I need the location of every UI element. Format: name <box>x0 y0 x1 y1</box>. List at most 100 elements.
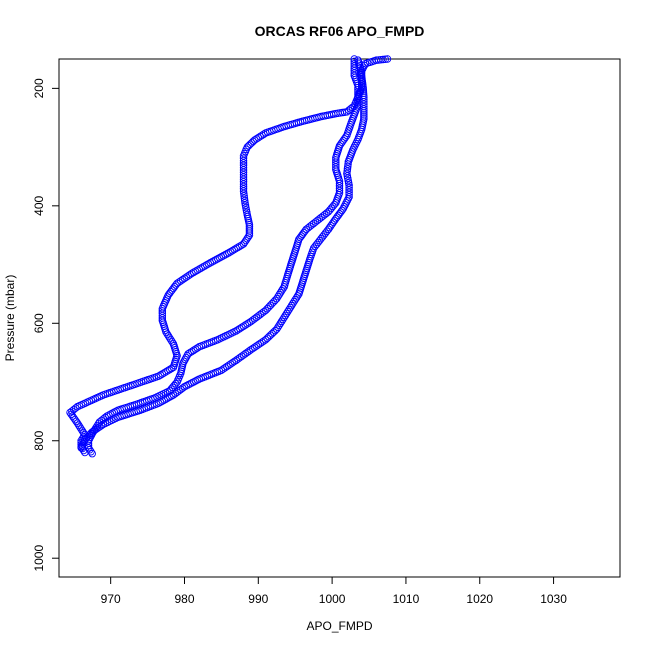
data-point <box>158 397 167 405</box>
data-point <box>178 384 187 392</box>
data-point <box>186 270 194 279</box>
data-point <box>193 266 202 274</box>
data-point <box>240 189 248 198</box>
data-point <box>260 130 268 138</box>
data-point <box>284 307 292 316</box>
data-point <box>165 365 174 374</box>
data-point <box>289 299 297 308</box>
data-point <box>165 393 174 401</box>
data-point <box>188 269 196 278</box>
data-point <box>189 346 198 355</box>
data-point <box>360 100 368 108</box>
data-point <box>360 102 368 111</box>
data-point <box>162 367 170 376</box>
points-layer <box>66 55 392 458</box>
data-point <box>258 131 266 140</box>
data-point <box>199 263 207 271</box>
x-axis-label: APO_FMPD <box>306 619 372 633</box>
data-point <box>160 396 168 404</box>
data-point <box>230 245 239 254</box>
data-point <box>164 332 173 340</box>
data-point <box>202 261 211 269</box>
data-point <box>219 365 227 373</box>
data-point <box>292 294 301 302</box>
data-point <box>239 152 248 160</box>
data-point <box>154 399 163 407</box>
data-point <box>360 113 368 121</box>
data-point <box>184 350 192 358</box>
data-point <box>241 321 250 329</box>
data-point <box>167 336 175 344</box>
data-point <box>279 315 287 324</box>
data-point <box>239 170 248 179</box>
data-point <box>87 447 95 456</box>
x-tick-label: 1000 <box>319 592 346 606</box>
data-point <box>197 264 205 272</box>
data-point <box>281 311 290 320</box>
data-point <box>74 421 83 429</box>
data-point <box>90 426 98 435</box>
data-point <box>245 227 254 235</box>
data-point <box>93 424 102 432</box>
data-point <box>239 159 248 167</box>
data-point <box>335 186 344 195</box>
data-point <box>226 247 235 256</box>
x-tick-label: 1020 <box>466 592 493 606</box>
x-tick-label: 970 <box>101 592 121 606</box>
data-point <box>239 322 248 330</box>
data-point <box>178 275 187 284</box>
data-point <box>252 342 261 350</box>
data-point <box>273 325 281 333</box>
data-point <box>236 324 244 333</box>
x-tick-label: 980 <box>174 592 194 606</box>
data-point <box>245 347 253 355</box>
y-tick-label: 1000 <box>32 545 46 572</box>
data-point <box>165 334 174 342</box>
y-tick-label: 400 <box>32 195 46 215</box>
data-point <box>239 182 248 191</box>
data-point <box>180 274 189 283</box>
data-point <box>156 398 165 406</box>
data-point <box>338 206 346 215</box>
data-point <box>164 366 172 375</box>
data-point <box>184 272 192 280</box>
data-point <box>277 287 286 295</box>
data-point <box>217 366 226 375</box>
data-point <box>240 192 248 200</box>
data-point <box>239 163 248 172</box>
data-point <box>360 111 368 119</box>
data-point <box>345 186 353 194</box>
data-point <box>228 246 237 255</box>
data-point <box>277 317 286 326</box>
data-point <box>68 407 76 415</box>
data-point <box>181 355 189 364</box>
data-point <box>291 296 299 304</box>
data-point <box>275 290 283 299</box>
data-point <box>221 364 229 372</box>
data-point <box>234 326 242 334</box>
data-point <box>160 369 168 377</box>
data-point <box>261 129 270 137</box>
y-tick-label: 200 <box>32 78 46 98</box>
data-point <box>274 323 282 331</box>
chart-title: ORCAS RF06 APO_FMPD <box>255 23 425 39</box>
data-point <box>345 193 353 201</box>
data-point <box>239 154 248 162</box>
data-point <box>280 313 288 322</box>
data-point <box>254 133 263 142</box>
data-point <box>341 133 350 141</box>
data-point <box>232 244 240 253</box>
plot-frame <box>58 58 621 578</box>
data-point <box>77 425 85 433</box>
data-point <box>360 115 368 123</box>
data-point <box>237 323 246 332</box>
data-point <box>167 392 176 400</box>
data-point <box>274 292 282 301</box>
x-tick-label: 1030 <box>540 592 567 606</box>
data-point <box>164 394 172 402</box>
data-point <box>254 340 263 349</box>
data-point <box>237 241 246 249</box>
data-point <box>239 161 248 170</box>
x-axis: 970 980 990 1000 1010 1020 1030 <box>101 577 567 606</box>
